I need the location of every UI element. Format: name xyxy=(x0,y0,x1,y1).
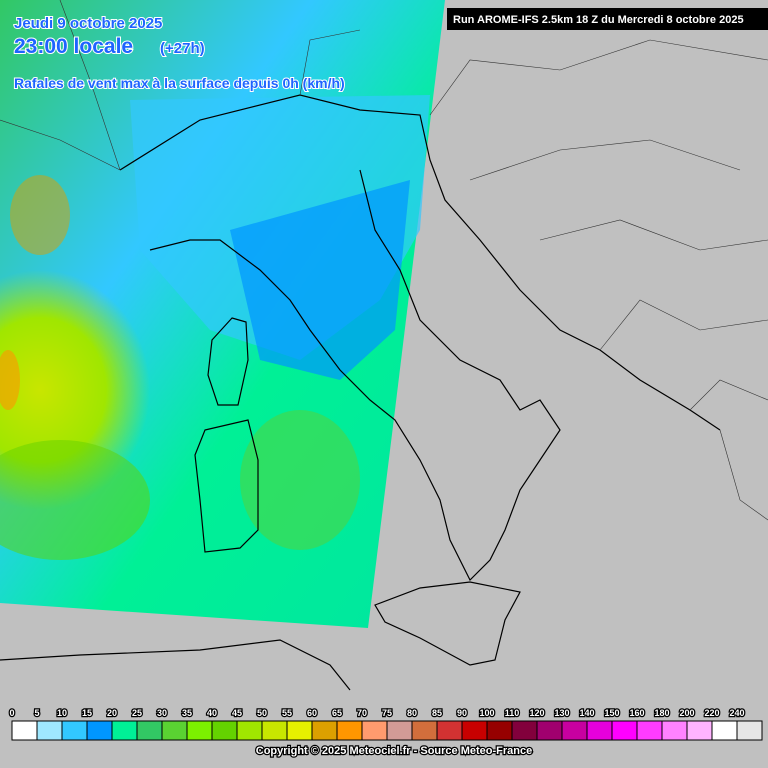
legend-swatch xyxy=(211,720,238,741)
legend-label: 25 xyxy=(132,708,142,718)
forecast-field xyxy=(0,0,445,628)
legend-label: 70 xyxy=(357,708,367,718)
legend-swatch xyxy=(161,720,188,741)
legend-swatch xyxy=(386,720,413,741)
legend-swatch xyxy=(511,720,538,741)
legend-swatch xyxy=(86,720,113,741)
legend-swatch xyxy=(686,720,713,741)
legend-swatch xyxy=(311,720,338,741)
legend-swatch xyxy=(636,720,663,741)
legend-label: 110 xyxy=(505,708,520,718)
legend-swatch xyxy=(486,720,513,741)
legend-label: 200 xyxy=(679,708,694,718)
legend-swatch xyxy=(611,720,638,741)
legend-label: 180 xyxy=(654,708,669,718)
legend-swatch xyxy=(436,720,463,741)
legend-swatch xyxy=(61,720,88,741)
legend-swatch xyxy=(586,720,613,741)
legend-swatch xyxy=(261,720,288,741)
legend-swatch xyxy=(736,720,763,741)
local-time: 23:00 locale xyxy=(14,35,133,58)
legend-label: 30 xyxy=(157,708,167,718)
legend-label: 60 xyxy=(307,708,317,718)
run-label-box xyxy=(447,8,768,30)
legend: 0 5 10 15 20 25 30 35 40 45 50 55 60 65 70 75 80 85 90 100 1… xyxy=(8,707,763,741)
legend-swatch xyxy=(361,720,388,741)
legend-swatch xyxy=(661,720,688,741)
legend-label: 240 xyxy=(729,708,744,718)
legend-label: 160 xyxy=(629,708,644,718)
legend-label: 140 xyxy=(579,708,594,718)
legend-swatch xyxy=(186,720,213,741)
legend-label: 5 xyxy=(34,708,39,718)
legend-swatch xyxy=(111,720,138,741)
subtitle: Rafales de vent max à la surface depuis … xyxy=(14,75,345,91)
copyright: Copyright © 2025 Meteociel.fr - Source M… xyxy=(256,745,532,757)
legend-label: 55 xyxy=(282,708,292,718)
legend-label: 120 xyxy=(529,708,544,718)
legend-label: 35 xyxy=(182,708,192,718)
legend-swatch xyxy=(136,720,163,741)
date: Jeudi 9 octobre 2025 xyxy=(14,15,162,32)
legend-swatch xyxy=(286,720,313,741)
forecast-offset: (+27h) xyxy=(160,40,205,57)
legend-label: 15 xyxy=(82,708,92,718)
legend-label: 80 xyxy=(407,708,417,718)
coastlines xyxy=(0,0,768,691)
legend-label: 85 xyxy=(432,708,442,718)
legend-swatch xyxy=(36,720,63,741)
legend-label: 40 xyxy=(207,708,217,718)
legend-swatch xyxy=(461,720,488,741)
legend-swatch xyxy=(536,720,563,741)
legend-label: 75 xyxy=(382,708,392,718)
legend-label: 0 xyxy=(9,708,14,718)
legend-label: 10 xyxy=(57,708,67,718)
legend-label: 90 xyxy=(457,708,467,718)
legend-label: 45 xyxy=(232,708,242,718)
legend-label: 65 xyxy=(332,708,342,718)
legend-swatch xyxy=(11,720,38,741)
run-label: Run AROME-IFS 2.5km 18 Z du Mercredi 8 o… xyxy=(453,14,744,26)
legend-label: 220 xyxy=(704,708,719,718)
legend-swatch xyxy=(336,720,363,741)
legend-label: 100 xyxy=(479,708,494,718)
legend-swatch xyxy=(561,720,588,741)
legend-label: 150 xyxy=(604,708,619,718)
legend-label: 50 xyxy=(257,708,267,718)
legend-label: 130 xyxy=(554,708,569,718)
legend-label: 20 xyxy=(107,708,117,718)
legend-swatch xyxy=(411,720,438,741)
legend-swatch xyxy=(236,720,263,741)
legend-swatch xyxy=(711,720,738,741)
